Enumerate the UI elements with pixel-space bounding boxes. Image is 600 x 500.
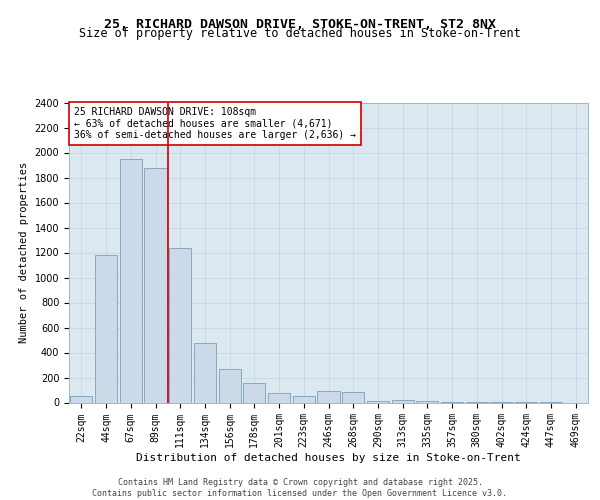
Bar [119, 159, 142, 402]
Bar [342, 392, 364, 402]
Bar [218, 370, 241, 402]
Bar [145, 168, 167, 402]
Text: 25 RICHARD DAWSON DRIVE: 108sqm
← 63% of detached houses are smaller (4,671)
36%: 25 RICHARD DAWSON DRIVE: 108sqm ← 63% of… [74, 107, 356, 140]
Bar [95, 255, 117, 402]
Bar [416, 401, 439, 402]
Bar [293, 396, 315, 402]
Y-axis label: Number of detached properties: Number of detached properties [19, 162, 29, 343]
Text: 25, RICHARD DAWSON DRIVE, STOKE-ON-TRENT, ST2 8NX: 25, RICHARD DAWSON DRIVE, STOKE-ON-TRENT… [104, 18, 496, 30]
Bar [367, 400, 389, 402]
Text: Size of property relative to detached houses in Stoke-on-Trent: Size of property relative to detached ho… [79, 28, 521, 40]
Bar [317, 390, 340, 402]
Bar [243, 382, 265, 402]
Text: Contains HM Land Registry data © Crown copyright and database right 2025.
Contai: Contains HM Land Registry data © Crown c… [92, 478, 508, 498]
Bar [169, 248, 191, 402]
Bar [194, 342, 216, 402]
Bar [392, 400, 414, 402]
X-axis label: Distribution of detached houses by size in Stoke-on-Trent: Distribution of detached houses by size … [136, 453, 521, 463]
Bar [70, 396, 92, 402]
Bar [268, 393, 290, 402]
